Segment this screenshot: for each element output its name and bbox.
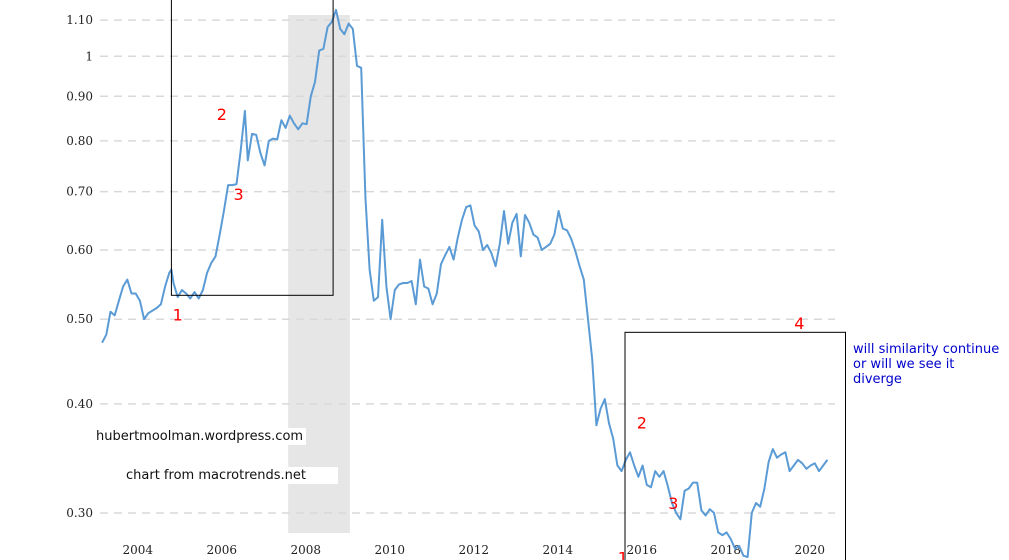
y-tick-label: 1 [85, 49, 93, 63]
annotation-marker-4: 4 [292, 0, 302, 2]
y-tick-label: 0.70 [66, 185, 93, 199]
blog-credit: hubertmoolman.wordpress.com [93, 428, 307, 445]
x-axis-ticks: 2004 2006 2008 2010 2012 2014 2016 2018 2020 [123, 543, 826, 557]
annotation-marker-3: 3 [234, 185, 244, 204]
source-credit: chart from macrotrends.net [123, 467, 338, 484]
y-tick-label: 0.90 [66, 89, 93, 103]
annotation-marker-4: 4 [794, 314, 804, 333]
gridlines [100, 19, 835, 514]
recession-band-rect [288, 15, 350, 533]
annotation-marker-1: 1 [173, 306, 183, 325]
annotation-marker-1: 1 [618, 549, 628, 560]
y-tick-label: 1.10 [66, 13, 93, 27]
x-tick-label: 2014 [543, 543, 574, 557]
annotation-note: will similarity continue or will we see i… [853, 342, 999, 387]
y-axis-ticks: 0.30 0.40 0.50 0.60 0.70 0.80 0.90 1 1.10 [66, 13, 93, 520]
x-tick-label: 2006 [207, 543, 238, 557]
note-line: will similarity continue [853, 342, 999, 357]
series-group [101, 8, 829, 559]
annotation-marker-3: 3 [668, 494, 678, 513]
annotation-box [170, 0, 334, 296]
y-tick-label: 0.80 [66, 134, 93, 148]
annotation-marker-2: 2 [217, 105, 227, 124]
x-tick-label: 2004 [123, 543, 154, 557]
x-tick-label: 2012 [459, 543, 490, 557]
recession-band [288, 15, 350, 533]
y-tick-label: 0.60 [66, 243, 93, 257]
annotation-markers: 1 2 3 4 1 2 3 4 [173, 0, 805, 560]
annotation-marker-2: 2 [637, 413, 647, 432]
series-line [101, 8, 829, 559]
x-tick-label: 2010 [375, 543, 406, 557]
y-tick-label: 0.30 [66, 506, 93, 520]
note-line: or will we see it [853, 357, 954, 372]
y-tick-label: 0.50 [66, 312, 93, 326]
annotation-box [624, 331, 846, 560]
x-tick-label: 2020 [795, 543, 826, 557]
x-tick-label: 2008 [291, 543, 322, 557]
x-tick-label: 2018 [711, 543, 742, 557]
note-line: diverge [853, 372, 902, 387]
annotation-boxes [170, 0, 846, 560]
x-tick-label: 2016 [627, 543, 658, 557]
y-tick-label: 0.40 [66, 397, 93, 411]
